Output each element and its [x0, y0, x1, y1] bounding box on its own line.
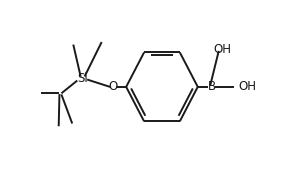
Text: B: B: [207, 80, 216, 93]
Text: OH: OH: [213, 43, 231, 56]
Text: O: O: [109, 80, 118, 93]
Text: OH: OH: [238, 80, 256, 93]
Text: Si: Si: [77, 72, 88, 85]
